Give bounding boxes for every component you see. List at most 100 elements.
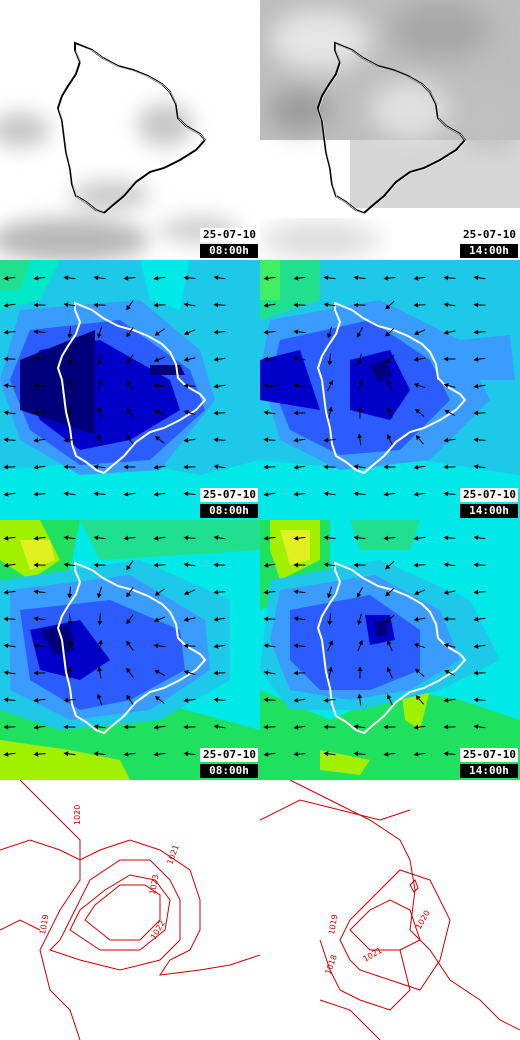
isobar-1022: [69, 874, 171, 951]
wind-arrow-head: [386, 640, 392, 646]
wind-arrow-head: [153, 562, 159, 568]
wind-arrow-head: [385, 331, 391, 337]
wind-arrow-head: [213, 643, 219, 649]
timestamp-label: 25-07-10 14:00h: [460, 748, 518, 778]
wind-arrow-head: [213, 535, 219, 541]
wind-arrow-head: [96, 693, 102, 700]
wind-arrow-head: [183, 275, 189, 281]
wind-arrow-head: [123, 464, 129, 470]
wind-field: [0, 260, 260, 520]
pressure-map-14h[interactable]: 1019 1018 1021 1020: [260, 780, 520, 1040]
wind-arrow-head: [97, 360, 103, 366]
wind-arrow-head: [293, 464, 299, 470]
wind-arrow-head: [67, 666, 73, 672]
wind-arrow-head: [293, 562, 299, 568]
wind-arrow-head: [293, 329, 299, 335]
wind-arrow-head: [443, 724, 449, 730]
wind-arrow-head: [473, 383, 479, 389]
wind-arrow-head: [213, 275, 219, 281]
wind-arrow-head: [353, 751, 359, 757]
wind-arrow-head: [263, 437, 269, 443]
isobar-1023: [84, 884, 161, 941]
wind-arrow-head: [93, 302, 99, 308]
wind-arrow-head: [67, 620, 73, 626]
wind-arrow-head: [443, 275, 449, 281]
wind-arrow-head: [414, 408, 421, 414]
wind-arrow-head: [293, 535, 299, 541]
wind-arrow-head: [33, 383, 39, 389]
wind-arrow-head: [33, 670, 39, 676]
wind-arrow-head: [386, 380, 392, 386]
wind-arrow-head: [33, 643, 39, 649]
wind-arrow-head: [443, 751, 449, 757]
wind-arrow-head: [97, 666, 103, 672]
wind-arrow-head: [3, 302, 9, 308]
wind-arrow-head: [123, 491, 129, 497]
wind-arrow-head: [183, 751, 189, 757]
wind-arrow-head: [353, 275, 359, 281]
wind-arrow-head: [3, 383, 9, 389]
wind-arrow-head: [183, 330, 190, 336]
pressure-map-08h[interactable]: 1020 1021 1022 1023 1019: [0, 780, 260, 1040]
wind-arrow-head: [385, 564, 391, 570]
wind-arrow-head: [213, 589, 219, 595]
wind-arrow-head: [444, 669, 450, 675]
wind-arrow-head: [293, 356, 299, 362]
wind-arrow-head: [473, 410, 479, 416]
isobar-chart: 1019 1018 1021 1020: [260, 780, 520, 1040]
cloud-map-14h[interactable]: 25-07-10 14:00h: [260, 0, 520, 260]
wind-arrow-head: [97, 379, 103, 385]
wind-arrow-head: [386, 434, 392, 440]
gust-map-14h[interactable]: 25-07-10 14:00h: [260, 520, 520, 780]
wind-arrow-head: [263, 670, 269, 676]
wind-arrow-head: [473, 643, 479, 649]
wind-arrow-head: [443, 616, 449, 622]
wind-arrow-head: [473, 670, 479, 676]
wind-arrow-head: [413, 330, 420, 336]
wind-arrow-head: [413, 464, 419, 470]
wind-map-08h[interactable]: 25-07-10 08:00h: [0, 260, 260, 520]
wind-arrow-head: [413, 642, 419, 648]
cloud-map-08h[interactable]: 25-07-10 08:00h: [0, 0, 260, 260]
wind-arrow-head: [263, 724, 269, 730]
wind-arrow-head: [443, 589, 449, 595]
wind-arrow-head: [126, 694, 131, 700]
wind-arrow-head: [357, 360, 362, 366]
wind-arrow-head: [413, 616, 419, 622]
wind-arrow-head: [183, 356, 189, 362]
wind-arrow-head: [383, 464, 389, 470]
wind-arrow-head: [93, 751, 99, 757]
wind-arrow-head: [353, 535, 359, 541]
map-date: 25-07-10: [460, 228, 518, 242]
wind-arrow-head: [153, 302, 159, 308]
wind-arrow-head: [293, 616, 299, 622]
wind-arrow-head: [213, 562, 219, 568]
wind-arrow-head: [154, 435, 160, 441]
wind-map-14h[interactable]: 25-07-10 14:00h: [260, 260, 520, 520]
wind-arrow-head: [443, 697, 449, 703]
wind-arrow-head: [68, 379, 73, 385]
wind-arrow-head: [97, 406, 103, 412]
wind-arrow-head: [126, 380, 131, 386]
wind-arrow-head: [3, 275, 9, 281]
map-time: 14:00h: [460, 764, 518, 778]
wind-arrow-head: [3, 697, 9, 703]
wind-arrow-head: [183, 383, 189, 389]
wind-arrow-head: [323, 437, 329, 443]
wind-arrow-head: [293, 751, 299, 757]
wind-arrow-head: [293, 410, 299, 416]
wind-arrow-head: [126, 359, 131, 365]
wind-arrow-head: [263, 356, 269, 362]
wind-arrow-head: [413, 356, 419, 362]
wind-arrow-head: [473, 329, 479, 335]
wind-arrow-head: [97, 593, 102, 599]
wind-arrow-head: [183, 643, 189, 649]
gust-map-08h[interactable]: 25-07-10 08:00h: [0, 520, 260, 780]
wind-arrow-head: [327, 360, 333, 366]
isobar-1020: [349, 899, 421, 951]
wind-arrow-head: [213, 410, 219, 416]
wind-arrow-head: [153, 535, 159, 541]
wind-arrow-head: [356, 592, 362, 598]
wind-arrow-head: [93, 562, 99, 568]
isobar-label: 1019: [38, 914, 50, 936]
